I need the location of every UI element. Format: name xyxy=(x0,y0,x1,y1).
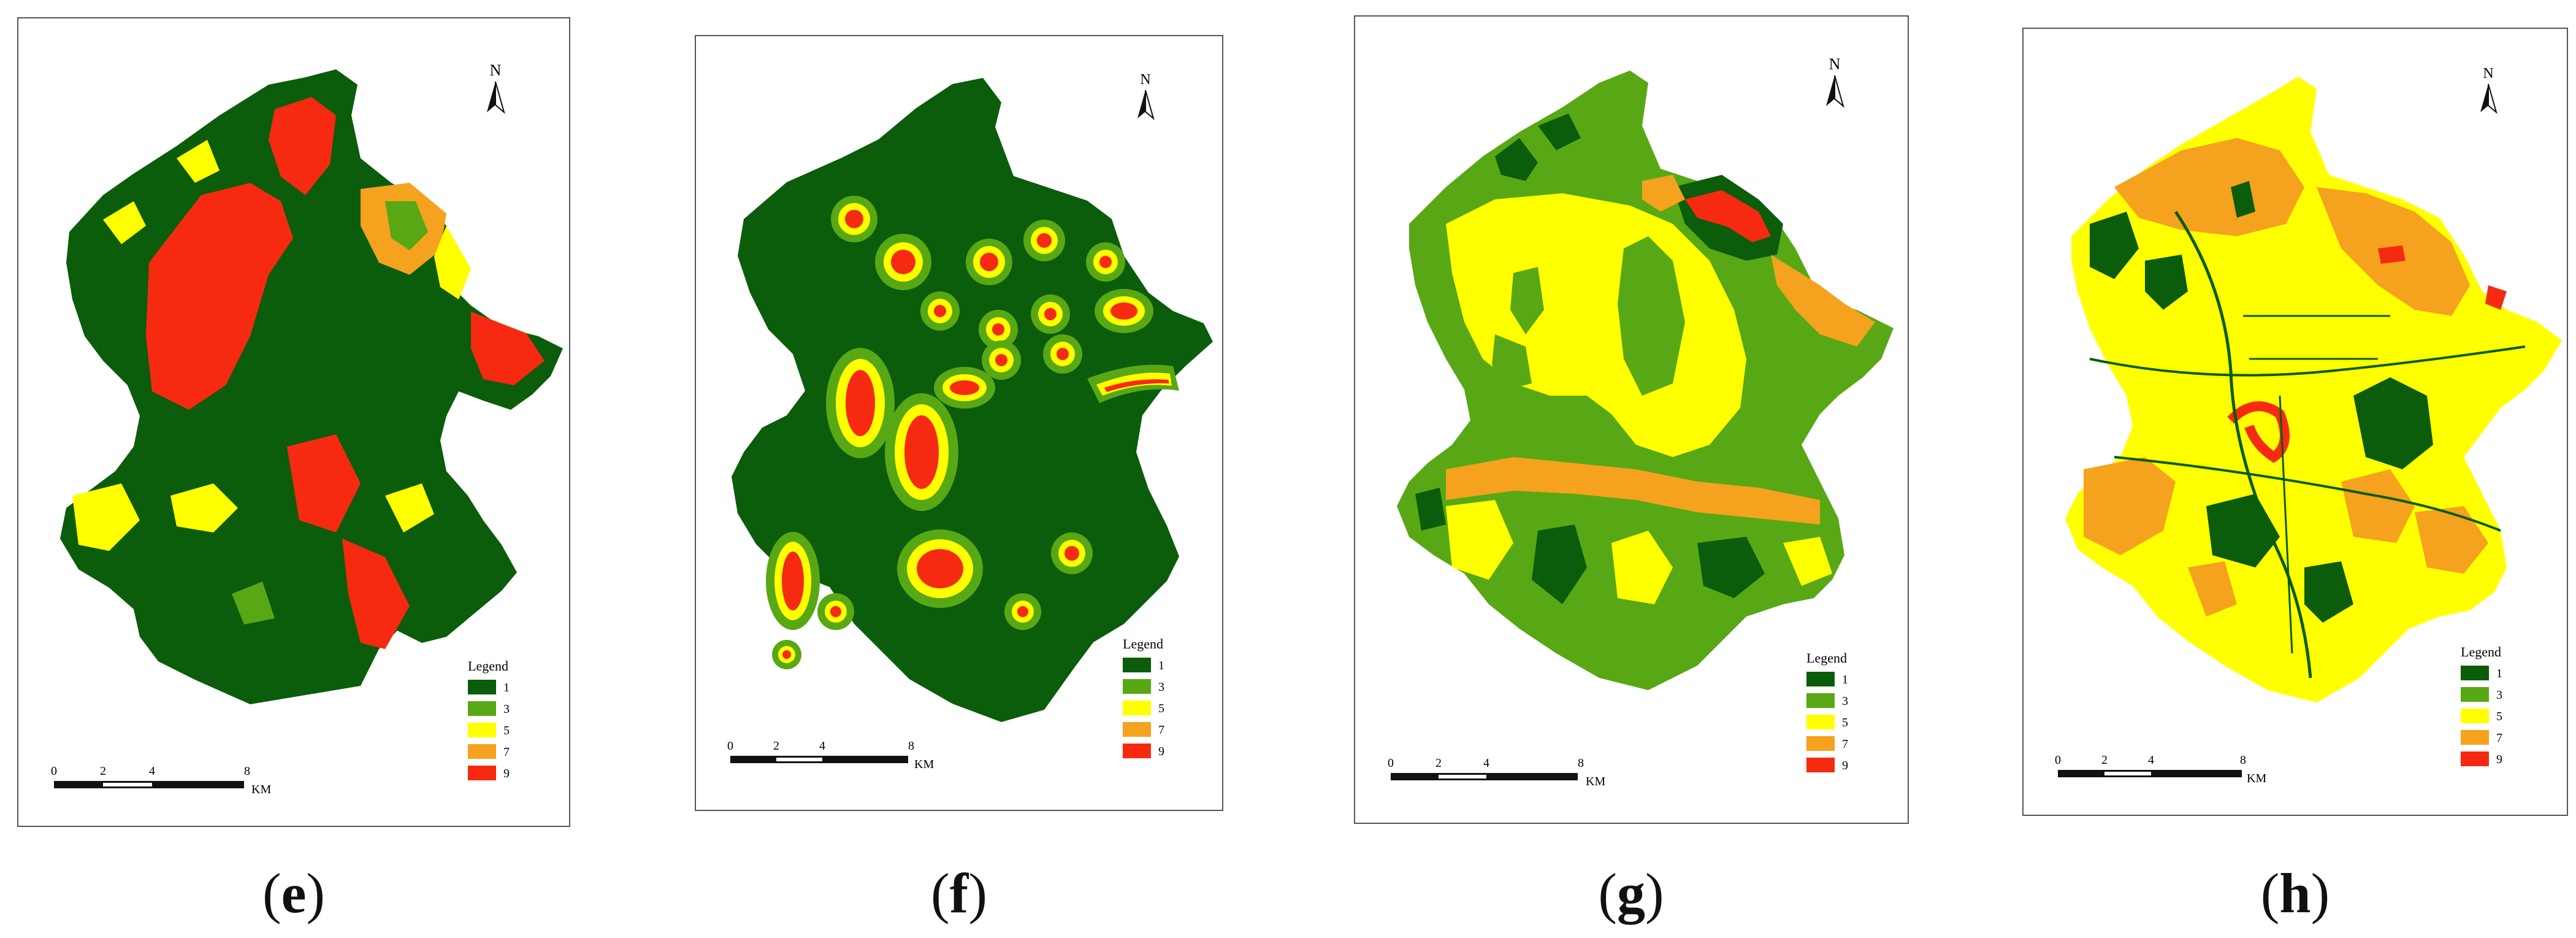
map-legend: Legend 1 3 5 7 9 xyxy=(2461,644,2502,766)
svg-text:8: 8 xyxy=(1578,756,1584,770)
svg-text:0: 0 xyxy=(2055,753,2061,767)
svg-text:9: 9 xyxy=(1842,759,1848,772)
svg-text:7: 7 xyxy=(1158,723,1164,737)
map-panel-f: N Legend 1 3 5 7 9 0 2 4 8 KM xyxy=(695,35,1223,811)
map-legend: Legend 1 3 5 7 9 xyxy=(1806,650,1848,772)
north-arrow-label: N xyxy=(2483,66,2493,82)
north-arrow-label: N xyxy=(1829,55,1841,73)
svg-text:9: 9 xyxy=(1158,745,1164,758)
svg-text:8: 8 xyxy=(2240,753,2246,767)
svg-text:KM: KM xyxy=(1586,775,1605,788)
svg-text:2: 2 xyxy=(1435,756,1442,770)
caption-f: (f) xyxy=(931,862,987,925)
map-figure-e: N Legend 1 3 5 7 9 0 2 4 8 KM xyxy=(17,17,570,827)
map-panel-e: N Legend 1 3 5 7 9 0 2 4 8 KM xyxy=(17,17,570,827)
north-arrow-icon: N xyxy=(2480,66,2498,114)
north-arrow-icon: N xyxy=(487,61,505,114)
study-area-map xyxy=(2065,77,2562,702)
svg-text:KM: KM xyxy=(914,758,934,771)
svg-text:4: 4 xyxy=(1483,756,1489,770)
svg-text:5: 5 xyxy=(1158,702,1164,715)
svg-text:9: 9 xyxy=(503,767,510,780)
svg-text:KM: KM xyxy=(2247,772,2266,785)
map-legend: Legend 1 3 5 7 9 xyxy=(1123,636,1164,758)
north-arrow-label: N xyxy=(490,61,502,79)
legend-title: Legend xyxy=(468,658,508,674)
svg-text:1: 1 xyxy=(1842,673,1848,686)
map-legend: Legend 1 3 5 7 9 xyxy=(468,658,510,780)
svg-text:4: 4 xyxy=(149,764,155,778)
svg-text:1: 1 xyxy=(2496,667,2502,680)
map-panel-h: N Legend 1 3 5 7 9 0 2 4 8 KM xyxy=(2022,28,2568,816)
svg-text:3: 3 xyxy=(1842,694,1848,708)
svg-text:0: 0 xyxy=(727,739,733,753)
legend-title: Legend xyxy=(1123,636,1163,652)
svg-text:5: 5 xyxy=(2496,710,2502,723)
study-area-map xyxy=(60,69,563,704)
caption-h: (h) xyxy=(2260,862,2330,925)
caption-e: (e) xyxy=(262,862,326,925)
svg-text:4: 4 xyxy=(819,739,825,753)
north-arrow-label: N xyxy=(1140,72,1150,88)
svg-text:5: 5 xyxy=(503,724,510,737)
svg-text:1: 1 xyxy=(1158,659,1164,672)
scale-bar: 0 2 4 8 KM xyxy=(727,739,934,771)
north-arrow-icon: N xyxy=(1137,72,1155,120)
svg-text:5: 5 xyxy=(1842,716,1848,729)
svg-text:2: 2 xyxy=(773,739,779,753)
north-arrow-icon: N xyxy=(1826,55,1844,108)
svg-text:8: 8 xyxy=(244,764,250,778)
svg-text:7: 7 xyxy=(2496,731,2502,745)
svg-text:1: 1 xyxy=(503,681,510,694)
map-figure-g: N Legend 1 3 5 7 9 0 2 4 8 KM xyxy=(1354,15,1909,824)
svg-text:2: 2 xyxy=(2101,753,2108,767)
legend-title: Legend xyxy=(2461,644,2501,659)
svg-text:8: 8 xyxy=(908,739,914,753)
map-figure-f: N Legend 1 3 5 7 9 0 2 4 8 KM xyxy=(695,35,1223,811)
svg-text:4: 4 xyxy=(2148,753,2154,767)
study-area-map xyxy=(1397,71,1894,690)
svg-text:2: 2 xyxy=(100,764,106,778)
svg-text:KM: KM xyxy=(251,783,271,796)
scale-bar: 0 2 4 8 KM xyxy=(51,764,271,796)
legend-title: Legend xyxy=(1806,650,1847,666)
svg-text:7: 7 xyxy=(503,745,510,759)
svg-text:0: 0 xyxy=(1388,756,1394,770)
svg-text:9: 9 xyxy=(2496,753,2502,766)
svg-text:7: 7 xyxy=(1842,737,1848,751)
study-area-map xyxy=(732,78,1213,722)
map-figure-h: N Legend 1 3 5 7 9 0 2 4 8 KM xyxy=(2022,28,2568,816)
scale-bar: 0 2 4 8 KM xyxy=(2055,753,2266,785)
caption-g: (g) xyxy=(1598,862,1664,925)
scale-bar: 0 2 4 8 KM xyxy=(1388,756,1605,788)
map-panel-g: N Legend 1 3 5 7 9 0 2 4 8 KM xyxy=(1354,15,1909,824)
svg-text:3: 3 xyxy=(2496,688,2502,702)
svg-text:3: 3 xyxy=(1158,680,1164,694)
svg-text:3: 3 xyxy=(503,702,510,716)
svg-text:0: 0 xyxy=(51,764,57,778)
